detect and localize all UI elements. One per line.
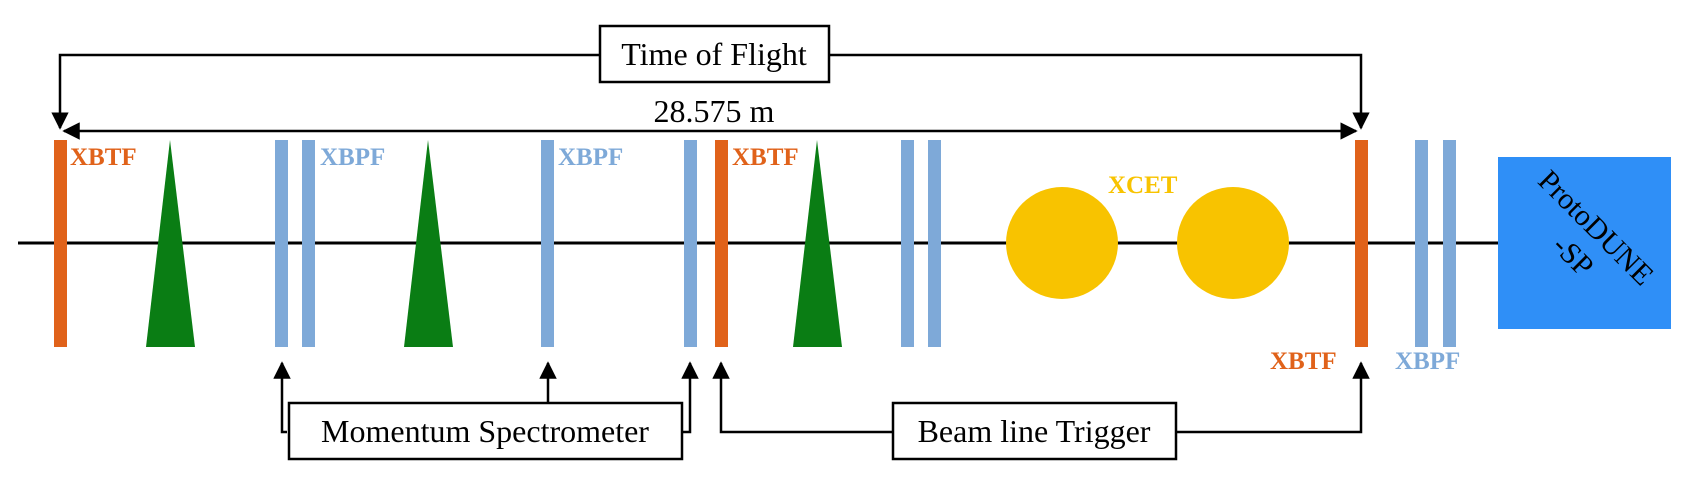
xbtf-label-1: XBTF <box>70 144 137 171</box>
distance-label: 28.575 m <box>654 93 775 129</box>
xcet-label: XCET <box>1108 172 1178 199</box>
xbtf-label-3: XBTF <box>1270 348 1337 375</box>
magnet-1 <box>146 140 195 347</box>
ms-arrow-right <box>681 361 699 434</box>
blt-arrow-right <box>1176 361 1370 434</box>
xcet-detector-2 <box>1177 187 1289 299</box>
magnet-2 <box>404 140 453 347</box>
protodune-sp-box <box>1498 157 1671 329</box>
beam-line-trigger-box <box>891 401 1178 461</box>
tof-bracket-right <box>829 53 1370 130</box>
xbpf-detector-4a <box>901 140 914 347</box>
xbpf-detector-5a <box>1415 140 1428 347</box>
xcet-detector-1 <box>1006 187 1118 299</box>
xbtf-detector-3 <box>1355 140 1368 347</box>
xbpf-detector-4b <box>928 140 941 347</box>
magnet-3 <box>793 140 842 347</box>
xbtf-label-2: XBTF <box>732 144 799 171</box>
xbpf-label-2: XBPF <box>558 144 623 171</box>
tof-bracket-left <box>51 53 600 130</box>
ms-arrow-left <box>273 361 291 434</box>
beam-line-trigger-label: Beam line Trigger <box>918 413 1151 449</box>
xbpf-detector-1b <box>302 140 315 347</box>
xbpf-label-1: XBPF <box>320 144 385 171</box>
xbpf-label-3: XBPF <box>1395 348 1460 375</box>
xbpf-detector-1a <box>275 140 288 347</box>
xbpf-detector-2 <box>541 140 554 347</box>
blt-arrow-left <box>712 361 893 434</box>
xbpf-detector-3 <box>684 140 697 347</box>
xbtf-detector-1 <box>54 140 67 347</box>
tof-label: Time of Flight <box>621 36 807 72</box>
momentum-spectrometer-label: Momentum Spectrometer <box>321 413 649 449</box>
tof-label-box <box>598 24 831 84</box>
xbpf-detector-5b <box>1443 140 1456 347</box>
xbtf-detector-2 <box>715 140 728 347</box>
momentum-spectrometer-box <box>287 401 684 461</box>
